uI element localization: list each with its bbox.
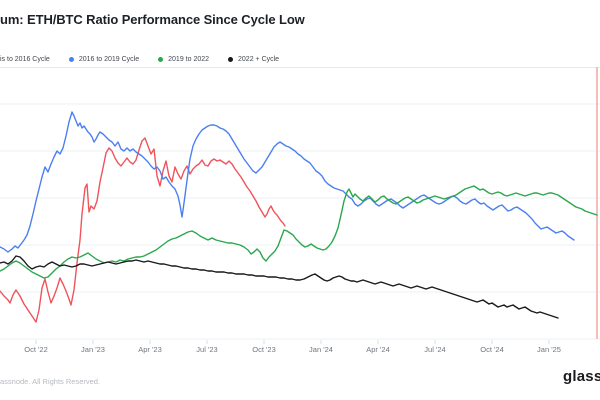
legend-item-label: 2016 to 2019 Cycle xyxy=(78,55,140,63)
x-axis-label: Jan '23 xyxy=(81,345,105,354)
chart-title: um: ETH/BTC Ratio Performance Since Cycl… xyxy=(0,12,305,27)
legend-item-2016-2019-cycle[interactable]: 2016 to 2019 Cycle xyxy=(68,55,140,63)
series-line-3 xyxy=(0,185,598,279)
series-line-4 xyxy=(0,255,559,319)
footer-copyright: assnode. All Rights Reserved. xyxy=(0,377,101,386)
x-axis-label: Apr '24 xyxy=(366,345,390,354)
x-axis-labels: Oct '22 Jan '23 Apr '23 Jul '23 Oct '23 Jan '… xyxy=(0,345,600,357)
legend-dot-icon xyxy=(228,56,234,62)
legend-item-label: is to 2016 Cycle xyxy=(0,55,50,63)
x-axis-label: Jan '25 xyxy=(537,345,561,354)
header-divider xyxy=(0,67,600,68)
x-axis-label: Oct '24 xyxy=(480,345,504,354)
legend-item-2022-plus-cycle[interactable]: 2022 + Cycle xyxy=(228,56,279,63)
series-line-2 xyxy=(0,111,575,253)
legend-item-label: 2019 to 2022 xyxy=(168,55,210,63)
x-axis-label: Jul '24 xyxy=(424,345,446,354)
legend-dot-icon xyxy=(68,56,74,62)
x-axis-label: Jul '23 xyxy=(196,345,218,354)
glassnode-logo: glass xyxy=(563,368,600,385)
series-line-1 xyxy=(0,137,286,323)
legend-item-2019-2022-cycle[interactable]: 2019 to 2022 xyxy=(158,56,209,63)
legend-item-2013-2016-cycle[interactable]: is to 2016 Cycle xyxy=(0,56,50,63)
legend-item-label: 2022 + Cycle xyxy=(238,55,280,63)
x-axis-label: Jan '24 xyxy=(309,345,333,354)
legend: is to 2016 Cycle 2016 to 2019 Cycle 2019… xyxy=(0,53,279,65)
legend-dot-icon xyxy=(158,56,164,62)
x-axis-label: Apr '23 xyxy=(138,345,162,354)
x-axis-label: Oct '23 xyxy=(252,345,276,354)
x-axis-label: Oct '22 xyxy=(24,345,48,354)
